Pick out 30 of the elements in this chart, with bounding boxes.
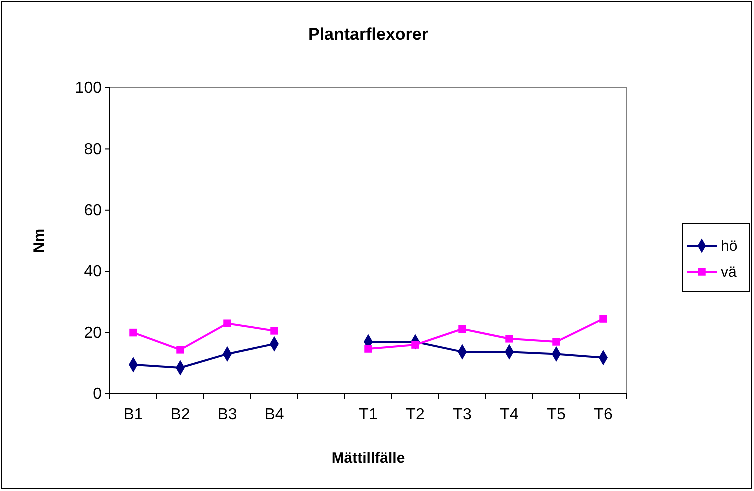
point [130, 328, 138, 337]
x-tick-label: B4 [264, 406, 284, 424]
x-tick-label: B3 [218, 406, 238, 424]
y-tick-label: 0 [93, 386, 102, 404]
x-tick-label: T4 [500, 406, 519, 424]
x-tick-label: T5 [547, 406, 566, 424]
x-tick-label: T1 [359, 406, 378, 424]
point [270, 327, 278, 335]
chart-title: Plantarflexorer [308, 25, 429, 44]
point [224, 320, 232, 328]
point [506, 335, 514, 343]
x-tick-label: B1 [124, 406, 144, 424]
y-tick-label: 100 [75, 80, 102, 98]
point [458, 325, 466, 333]
y-axis-title: Nm [31, 228, 48, 254]
point [600, 315, 608, 323]
x-tick-label: T3 [453, 406, 472, 424]
y-tick-label: 60 [84, 202, 102, 220]
legend-label: hö [721, 238, 738, 255]
point [176, 346, 184, 354]
point [552, 338, 560, 346]
x-tick-label: T2 [406, 406, 425, 424]
y-tick-label: 40 [84, 264, 102, 281]
x-axis-title: Mättillfälle [332, 450, 406, 467]
x-tick-label: T6 [594, 406, 613, 424]
legend-label: vä [721, 264, 738, 281]
y-tick-label: 80 [84, 141, 102, 158]
y-tick-label: 20 [84, 324, 102, 342]
x-tick-label: B2 [170, 406, 190, 424]
point [364, 345, 372, 353]
